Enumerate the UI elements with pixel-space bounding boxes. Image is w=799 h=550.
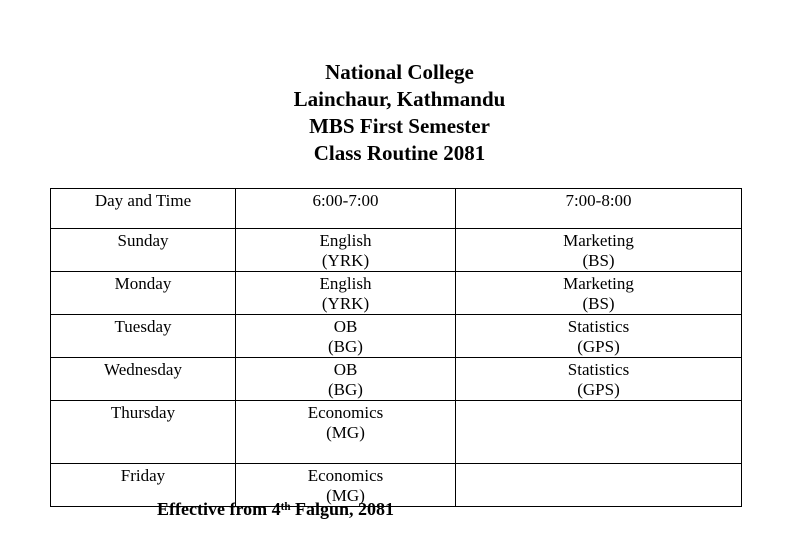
teacher-code: (BG) — [328, 337, 363, 356]
day-cell: Friday — [50, 463, 236, 507]
subject-cell: Economics (MG) — [235, 463, 456, 507]
teacher-code: (GPS) — [577, 380, 620, 399]
day-cell: Sunday — [50, 228, 236, 272]
college-address: Lainchaur, Kathmandu — [293, 87, 506, 111]
table-row-tuesday: Tuesday OB (BG) Statistics (GPS) — [50, 314, 742, 358]
subject-cell: Statistics (GPS) — [455, 357, 742, 401]
subject-name: English — [319, 231, 372, 250]
effective-date-ordinal-suffix: th — [280, 500, 291, 513]
teacher-code: (YRK) — [321, 251, 370, 270]
subject-cell: Statistics (GPS) — [455, 314, 742, 358]
college-name: National College — [325, 60, 474, 84]
teacher-code: (YRK) — [321, 294, 370, 313]
subject-cell: English (YRK) — [235, 271, 456, 315]
effective-date-note: Effective from 4th Falgun, 2081 — [157, 499, 394, 522]
teacher-code: (GPS) — [577, 337, 620, 356]
subject-cell: Economics (MG) — [235, 400, 456, 464]
subject-name: Economics — [307, 466, 384, 485]
table-row-thursday: Thursday Economics (MG) — [50, 400, 742, 464]
subject-name: Marketing — [563, 274, 634, 293]
table-row-friday: Friday Economics (MG) — [50, 463, 742, 507]
subject-name: OB — [333, 317, 358, 336]
subject-name: Statistics — [567, 317, 630, 336]
teacher-code: (MG) — [326, 423, 365, 442]
subject-cell: OB (BG) — [235, 314, 456, 358]
subject-cell-empty — [455, 463, 742, 507]
day-cell: Tuesday — [50, 314, 236, 358]
effective-date-suffix: Falgun, 2081 — [290, 499, 395, 519]
subject-name: Economics — [307, 403, 384, 422]
column-header-slot-7-8: 7:00-8:00 — [455, 188, 742, 229]
teacher-code: (BS) — [582, 251, 615, 270]
subject-cell: Marketing (BS) — [455, 271, 742, 315]
column-header-day-time: Day and Time — [50, 188, 236, 229]
subject-name: OB — [333, 360, 358, 379]
subject-name: English — [319, 274, 372, 293]
subject-cell: OB (BG) — [235, 357, 456, 401]
column-header-slot-6-7: 6:00-7:00 — [235, 188, 456, 229]
subject-cell-empty — [455, 400, 742, 464]
class-routine-table: Day and Time 6:00-7:00 7:00-8:00 Sunday … — [50, 188, 742, 507]
teacher-code: (BG) — [328, 380, 363, 399]
effective-date-prefix: Effective from 4 — [157, 499, 281, 519]
table-header-row: Day and Time 6:00-7:00 7:00-8:00 — [50, 188, 742, 229]
table-row-wednesday: Wednesday OB (BG) Statistics (GPS) — [50, 357, 742, 401]
subject-name: Statistics — [567, 360, 630, 379]
subject-name: Marketing — [563, 231, 634, 250]
teacher-code: (MG) — [326, 486, 365, 505]
title-block: National College Lainchaur, Kathmandu MB… — [0, 59, 799, 167]
day-cell: Wednesday — [50, 357, 236, 401]
subject-cell: English (YRK) — [235, 228, 456, 272]
teacher-code: (BS) — [582, 294, 615, 313]
routine-title: Class Routine 2081 — [313, 141, 486, 165]
day-cell: Monday — [50, 271, 236, 315]
subject-cell: Marketing (BS) — [455, 228, 742, 272]
program-title: MBS First Semester — [309, 114, 490, 138]
table-row-sunday: Sunday English (YRK) Marketing (BS) — [50, 228, 742, 272]
day-cell: Thursday — [50, 400, 236, 464]
table-row-monday: Monday English (YRK) Marketing (BS) — [50, 271, 742, 315]
